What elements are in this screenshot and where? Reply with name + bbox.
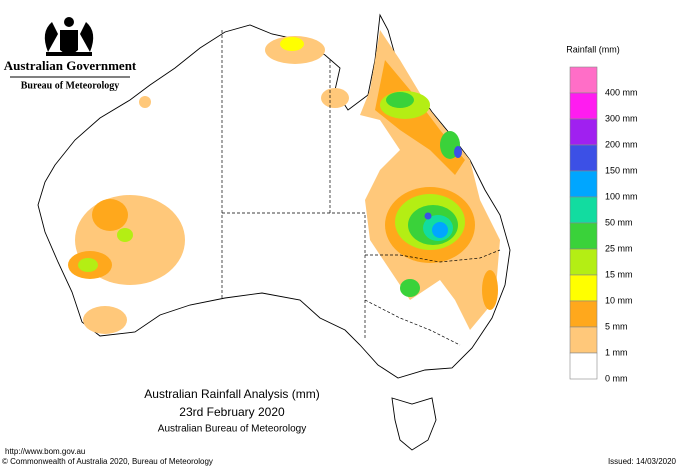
legend-label: 5 mm [605,321,628,331]
legend-label: 15 mm [605,269,633,279]
legend-label: 300 mm [605,113,638,123]
legend-label: 150 mm [605,165,638,175]
map-date: 23rd February 2020 [179,405,285,419]
legend-label: 25 mm [605,243,633,253]
legend-swatch [569,326,598,354]
legend-label: 1 mm [605,347,628,357]
legend-swatch [569,144,598,172]
legend-swatch [569,170,598,198]
state-borders [221,30,501,346]
government-name: Australian Government [4,58,137,73]
tasmania [391,397,437,451]
legend-swatch [569,92,598,120]
map-title: Australian Rainfall Analysis (mm) [144,387,319,401]
footer-copyright: © Commonwealth of Australia 2020, Bureau… [2,457,213,466]
map-source: Australian Bureau of Meteorology [158,424,306,435]
legend-label: 50 mm [605,217,633,227]
legend-swatch [569,222,598,250]
legend-label: 200 mm [605,139,638,149]
legend-swatch [569,300,598,328]
legend-label: 100 mm [605,191,638,201]
legend-label: 0 mm [605,373,628,383]
legend-title: Rainfall (mm) [566,44,620,54]
legend-label: 400 mm [605,87,638,97]
legend-swatch [569,274,598,302]
footer-issued: Issued: 14/03/2020 [608,457,677,466]
legend-swatch [569,196,598,224]
footer-url: http://www.bom.gov.au [5,447,85,456]
bureau-name: Bureau of Meteorology [21,80,120,91]
legend-swatch [569,352,598,380]
coat-of-arms [44,17,94,56]
legend: 400 mm 300 mm 200 mm 150 mm 100 mm 50 mm 25 mm… [569,66,638,383]
legend-label: 10 mm [605,295,633,305]
legend-swatch [569,118,598,146]
legend-swatch [569,66,598,94]
legend-swatch [569,248,598,276]
australia-map [37,13,511,451]
